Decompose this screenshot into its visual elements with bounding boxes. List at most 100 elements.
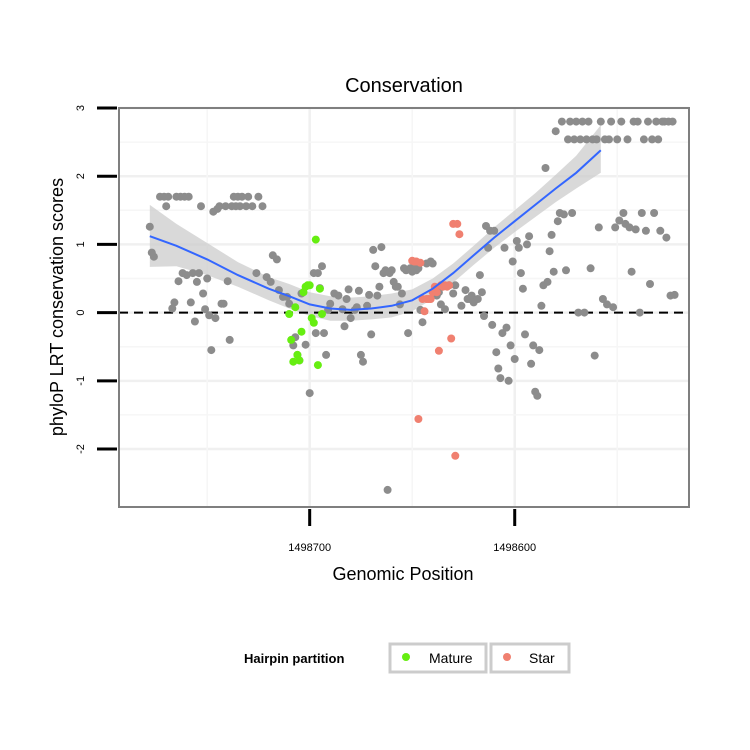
data-point-other	[266, 277, 275, 286]
data-point-other	[644, 117, 652, 126]
data-point-other	[344, 285, 353, 294]
legend-star-dot	[503, 653, 511, 661]
data-point-other	[387, 266, 396, 275]
data-point-other	[190, 317, 199, 326]
data-point-other	[393, 282, 402, 291]
data-point-other	[223, 277, 232, 286]
y-axis-title: phyloP LRT conservation scores	[47, 178, 67, 436]
data-point-other	[574, 308, 583, 317]
data-point-other	[566, 117, 575, 126]
data-point-other	[369, 245, 378, 254]
y-tick-label: -2	[75, 444, 87, 454]
smooth-trend-line	[149, 149, 602, 311]
data-point-other	[334, 291, 343, 300]
data-point-other	[570, 135, 579, 144]
data-point-other	[197, 202, 205, 211]
data-point-other	[529, 341, 538, 350]
data-point-other	[490, 226, 499, 235]
data-point-other	[254, 192, 263, 201]
data-point-other	[568, 209, 577, 217]
data-point-other	[326, 299, 335, 308]
data-point-other	[457, 301, 466, 310]
data-point-other	[404, 329, 413, 338]
data-point-other	[641, 226, 650, 235]
data-point-other	[285, 299, 294, 308]
data-point-other	[475, 271, 484, 280]
data-point-other	[145, 222, 154, 231]
confidence-ribbon	[149, 125, 601, 321]
data-point-star	[445, 281, 454, 290]
data-point-other	[418, 318, 427, 327]
data-point-star	[416, 258, 425, 267]
data-point-other	[342, 295, 351, 303]
data-point-other	[195, 269, 203, 278]
data-point-other	[192, 277, 201, 286]
data-point-mature	[287, 335, 296, 344]
data-point-other	[477, 288, 486, 297]
data-point-other	[652, 117, 661, 126]
data-point-other	[557, 117, 566, 126]
data-point-other	[510, 355, 519, 363]
data-point-mature	[309, 318, 318, 327]
y-tick-label: 1	[75, 241, 87, 247]
data-point-other	[502, 323, 511, 332]
data-point-other	[313, 269, 322, 278]
data-point-other	[537, 301, 546, 310]
data-point-other	[553, 217, 562, 226]
data-point-other	[516, 269, 525, 278]
data-point-other	[592, 135, 601, 144]
data-point-other	[609, 303, 618, 312]
data-point-other	[467, 291, 476, 300]
data-point-other	[199, 289, 208, 298]
data-point-other	[182, 271, 191, 280]
data-point-other	[662, 233, 671, 242]
data-point-other	[244, 192, 253, 201]
data-point-other	[527, 359, 536, 368]
data-point-other	[365, 290, 374, 299]
x-axis-title: Genomic Position	[332, 564, 473, 584]
smooth-confidence-band	[149, 125, 601, 321]
data-point-other	[371, 262, 380, 271]
data-point-mature	[289, 357, 298, 366]
data-point-mature	[315, 284, 324, 293]
legend-mature-dot	[402, 653, 410, 661]
data-point-star	[451, 451, 460, 460]
data-point-other	[184, 192, 193, 201]
data-point-other	[654, 135, 663, 144]
data-point-other	[506, 341, 515, 350]
data-point-other	[615, 216, 624, 225]
data-point-mature	[311, 235, 320, 244]
data-point-other	[441, 305, 449, 314]
data-point-other	[564, 135, 572, 144]
data-point-other	[367, 330, 376, 339]
data-point-other	[521, 330, 529, 339]
data-point-other	[508, 257, 517, 266]
data-point-other	[354, 286, 363, 295]
data-point-other	[551, 127, 560, 136]
data-point-other	[480, 312, 488, 320]
data-point-other	[258, 202, 267, 211]
data-point-other	[512, 237, 521, 245]
data-point-other	[625, 223, 634, 232]
data-point-mature	[297, 327, 306, 336]
data-point-other	[170, 298, 179, 307]
data-point-other	[201, 305, 210, 314]
data-point-other	[496, 374, 505, 383]
data-point-other	[518, 284, 527, 293]
data-point-other	[492, 348, 501, 357]
data-point-other	[613, 135, 622, 144]
data-point-other	[377, 243, 386, 252]
data-point-other	[397, 289, 406, 298]
data-point-star	[426, 295, 435, 303]
data-point-other	[301, 340, 310, 349]
data-point-other	[203, 274, 212, 283]
data-point-other	[650, 209, 659, 217]
data-point-other	[633, 117, 642, 126]
data-point-other	[488, 320, 497, 329]
y-tick-label: 0	[75, 310, 87, 316]
data-point-other	[164, 192, 173, 201]
data-point-other	[236, 202, 244, 211]
x-axis-ticks: 1498700 1498600	[288, 509, 536, 554]
data-point-other	[205, 311, 214, 320]
data-point-mature	[285, 310, 294, 318]
